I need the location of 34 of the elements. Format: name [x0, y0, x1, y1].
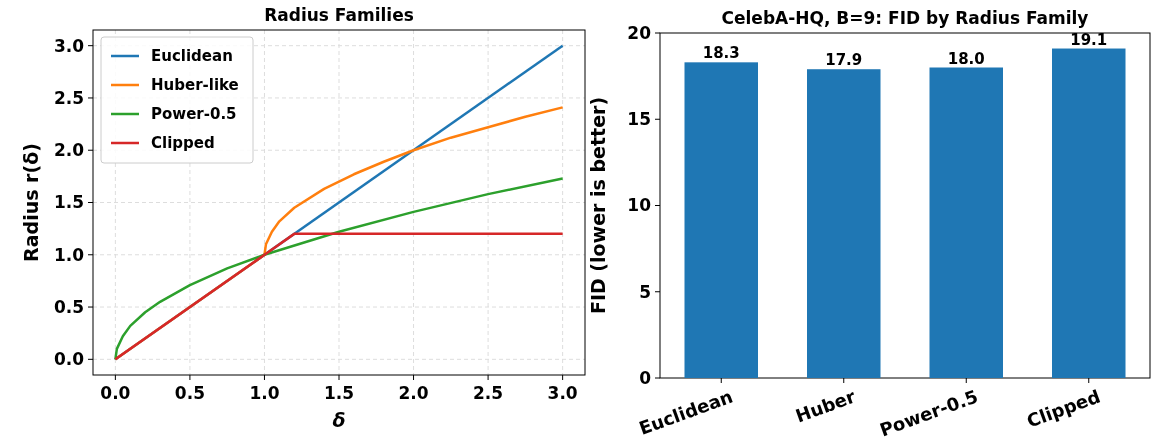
y-axis-title: Radius r(δ) — [20, 143, 42, 262]
x-tick-label: 1.5 — [323, 383, 355, 403]
y-axis-title: FID (lower is better) — [587, 96, 609, 315]
chart-title: Radius Families — [264, 5, 414, 25]
x-tick-label: 3.0 — [547, 383, 578, 403]
data-label: 19.1 — [1070, 30, 1108, 49]
y-tick-label: 10 — [627, 195, 652, 216]
x-tick-label: 1.0 — [249, 383, 280, 403]
x-tick-label: 2.0 — [398, 383, 429, 403]
y-tick-label: 3.0 — [53, 35, 85, 56]
x-tick-label: Huber — [792, 385, 859, 427]
y-tick-label: 15 — [627, 109, 651, 130]
y-tick-label: 2.0 — [53, 140, 85, 161]
data-label: 18.0 — [947, 49, 985, 68]
legend-label: Huber-like — [151, 76, 239, 95]
y-tick-label: 1.5 — [53, 192, 84, 213]
y-tick-label: 5 — [639, 281, 651, 302]
y-tick-label: 0 — [639, 367, 652, 388]
y-tick-label: 0.5 — [53, 297, 84, 317]
chart-title: CelebA-HQ, B=9: FID by Radius Family — [721, 8, 1089, 28]
x-tick-label: 2.5 — [473, 383, 504, 403]
y-tick-label: 20 — [627, 22, 652, 43]
x-tick-label: 0.0 — [100, 383, 131, 403]
x-tick-label: 0.5 — [174, 383, 205, 403]
data-label: 18.3 — [702, 44, 740, 63]
y-tick-label: 1.0 — [53, 244, 85, 265]
legend-label: Power-0.5 — [151, 105, 237, 124]
legend-label: Clipped — [151, 134, 215, 153]
line-series — [114, 177, 564, 361]
y-tick-label: 0.0 — [53, 349, 85, 370]
y-tick-label: 2.5 — [53, 87, 84, 108]
legend-label: Euclidean — [151, 47, 233, 66]
x-axis-title: δ — [332, 409, 346, 431]
data-label: 17.9 — [825, 51, 863, 70]
